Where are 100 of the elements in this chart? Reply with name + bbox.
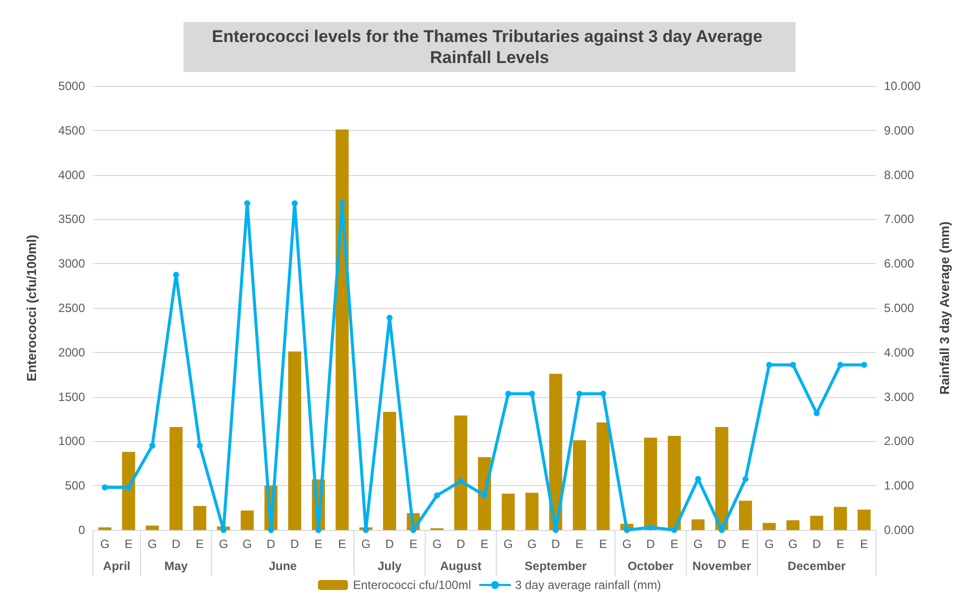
x-tick-label: D xyxy=(385,537,394,551)
x-tick-label: D xyxy=(290,537,300,551)
bar xyxy=(146,526,159,530)
point xyxy=(126,484,132,490)
point xyxy=(742,476,748,482)
x-tick-label: G xyxy=(504,537,513,551)
x-tick-label: E xyxy=(599,537,608,551)
bar xyxy=(762,522,776,530)
bar xyxy=(170,426,183,530)
bar xyxy=(834,506,847,530)
bar xyxy=(572,440,586,530)
x-tick-label: E xyxy=(741,537,750,551)
point xyxy=(624,527,630,533)
point xyxy=(410,527,416,533)
point xyxy=(196,442,203,449)
x-tick-label: G xyxy=(361,537,371,551)
y-tick-label: 0 xyxy=(78,523,86,537)
point xyxy=(648,524,654,530)
y-tick-label: 2500 xyxy=(58,301,86,315)
x-tick-label: D xyxy=(266,537,276,551)
y2-tick-label: 9.000 xyxy=(884,123,914,138)
point xyxy=(790,362,796,368)
text: June xyxy=(268,559,298,573)
y-tick-label: 5000 xyxy=(58,79,86,93)
bar xyxy=(596,422,610,530)
text: July xyxy=(378,559,402,573)
y2-tick-label: 7.000 xyxy=(884,212,914,226)
text: October xyxy=(628,559,674,573)
point xyxy=(315,527,322,533)
x-tick-label: G xyxy=(764,537,774,551)
x-tick-label: E xyxy=(409,537,418,551)
x-tick-label: D xyxy=(551,537,560,551)
x-tick-label: G xyxy=(148,537,157,551)
point xyxy=(482,492,488,498)
point xyxy=(102,484,108,490)
point xyxy=(600,390,606,397)
x-tick-label: E xyxy=(314,537,322,551)
y-tick-label: 3500 xyxy=(58,212,86,226)
y-tick-label: 4500 xyxy=(58,123,86,138)
x-tick-label: E xyxy=(338,537,346,551)
point xyxy=(576,390,582,397)
point xyxy=(458,478,464,484)
bar xyxy=(122,452,136,530)
bar xyxy=(858,510,871,530)
point xyxy=(268,527,274,533)
x-tick-label: D xyxy=(456,537,466,551)
y2-tick-label: 8.000 xyxy=(884,168,914,182)
bar xyxy=(454,415,468,530)
bar xyxy=(525,492,538,530)
y2-tick-label: 0.000 xyxy=(884,523,914,537)
y2-tick-label: 1.000 xyxy=(884,478,914,493)
y-tick-label: 1000 xyxy=(58,434,86,448)
bar xyxy=(383,412,396,530)
x-tick-label: D xyxy=(717,537,726,551)
x-tick-label: E xyxy=(480,537,489,551)
bar xyxy=(98,527,112,530)
text: November xyxy=(692,559,752,573)
x-tick-label: D xyxy=(646,537,656,551)
text: August xyxy=(440,559,482,573)
point xyxy=(362,527,369,533)
point xyxy=(671,527,678,533)
point xyxy=(173,272,180,278)
y-tick-label: 2000 xyxy=(58,345,86,360)
y-tick-label: 4000 xyxy=(58,168,86,182)
text: September xyxy=(524,559,588,573)
x-tick-label: E xyxy=(860,537,868,551)
bar xyxy=(668,436,681,530)
point xyxy=(552,527,559,533)
bar xyxy=(288,352,302,530)
text: May xyxy=(164,559,188,573)
point xyxy=(861,362,868,368)
bar xyxy=(738,500,752,530)
point xyxy=(149,442,156,449)
x-tick-label: G xyxy=(242,537,252,551)
y2-tick-label: 10.000 xyxy=(884,79,922,93)
text: December xyxy=(788,559,846,573)
bar xyxy=(193,506,206,530)
bar xyxy=(692,519,705,530)
bar xyxy=(786,520,800,530)
point xyxy=(386,314,393,321)
y2-tick-label: 4.000 xyxy=(884,345,914,360)
text: April xyxy=(103,559,130,573)
y-tick-label: 3000 xyxy=(58,256,86,271)
legend-label: Enterococci cfu/100ml xyxy=(352,578,472,592)
point xyxy=(766,362,772,368)
x-tick-label: G xyxy=(693,537,703,551)
x-tick-label: G xyxy=(432,537,442,551)
y-tick-label: 500 xyxy=(64,478,86,493)
x-tick-label: G xyxy=(527,537,537,551)
x-tick-label: E xyxy=(196,537,204,551)
y2-tick-label: 6.000 xyxy=(884,256,914,271)
x-tick-label: E xyxy=(836,537,844,551)
point xyxy=(244,200,250,206)
bar xyxy=(810,516,824,530)
x-tick-label: G xyxy=(622,537,632,551)
point xyxy=(505,390,512,397)
y2-axis-title: Rainfall 3 day Average (mm) xyxy=(937,221,952,395)
y2-tick-label: 5.000 xyxy=(884,301,914,315)
chart-title: Enterococci levels for the Thames Tributaries against 3 day Average Rainfall Levels xyxy=(212,27,768,67)
bar xyxy=(715,426,728,530)
